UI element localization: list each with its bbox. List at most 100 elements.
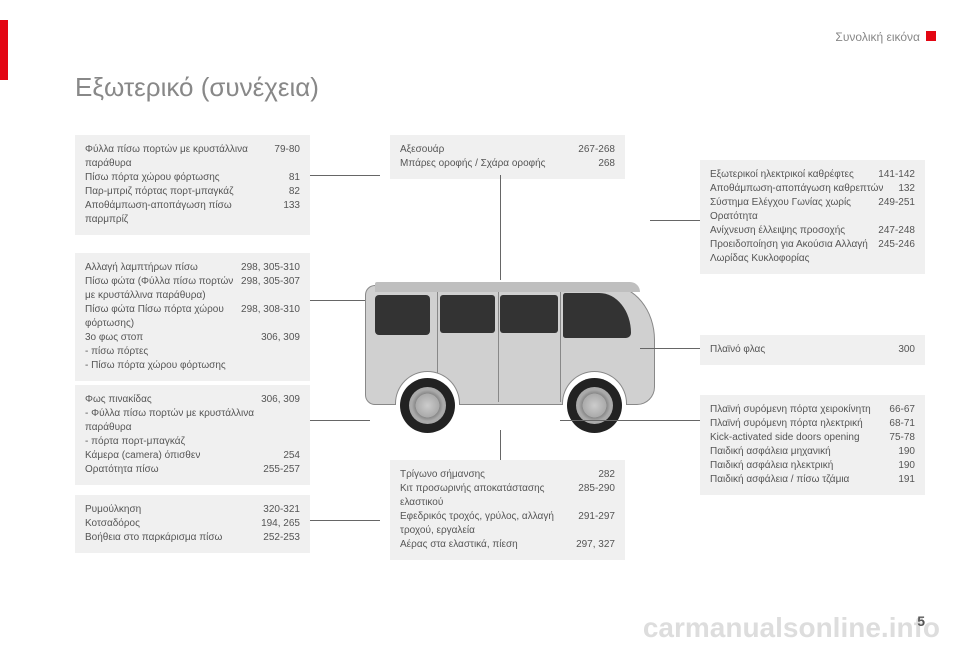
index-pages: 66-67 <box>889 403 915 417</box>
index-label: Παιδική ασφάλεια μηχανική <box>710 445 898 459</box>
callout-line <box>640 348 700 349</box>
index-row: Πλαϊνή συρόμενη πόρτα ηλεκτρική68-71 <box>710 417 915 431</box>
index-row: Φύλλα πίσω πορτών με κρυστάλλινα παράθυρ… <box>85 143 300 171</box>
index-row: Παιδική ασφάλεια ηλεκτρική190 <box>710 459 915 473</box>
index-row: Τρίγωνο σήμανσης282 <box>400 468 615 482</box>
index-label: Κάμερα (camera) όπισθεν <box>85 449 283 463</box>
index-pages: 82 <box>289 185 300 199</box>
index-row: Πλαϊνή συρόμενη πόρτα χειροκίνητη66-67 <box>710 403 915 417</box>
index-label: Παιδική ασφάλεια ηλεκτρική <box>710 459 898 473</box>
box-sliding-doors: Πλαϊνή συρόμενη πόρτα χειροκίνητη66-67Πλ… <box>700 395 925 495</box>
index-pages: 282 <box>598 468 615 482</box>
index-pages: 298, 305-307 <box>241 275 300 289</box>
index-row: Κοτσαδόρος194, 265 <box>85 517 300 531</box>
index-pages: 320-321 <box>263 503 300 517</box>
watermark: carmanualsonline.info <box>643 612 940 644</box>
box-tires: Τρίγωνο σήμανσης282Κιτ προσωρινής αποκατ… <box>390 460 625 560</box>
index-row: Παρ-μπριζ πόρτας πορτ-μπαγκάζ82 <box>85 185 300 199</box>
index-pages: 194, 265 <box>261 517 300 531</box>
box-accessories: Αξεσουάρ267-268Μπάρες οροφής / Σχάρα ορο… <box>390 135 625 179</box>
index-row: Προειδοποίηση για Ακούσια Αλλαγή Λωρίδας… <box>710 238 915 266</box>
index-label: Παιδική ασφάλεια / πίσω τζάμια <box>710 473 898 487</box>
index-pages: 247-248 <box>878 224 915 238</box>
index-label: Πλαϊνό φλας <box>710 343 898 357</box>
callout-line <box>310 175 380 176</box>
index-label: Αέρας στα ελαστικά, πίεση <box>400 538 576 552</box>
index-row: Φως πινακίδας306, 309 <box>85 393 300 407</box>
index-row: - Φύλλα πίσω πορτών με κρυστάλλινα παράθ… <box>85 407 300 435</box>
index-pages: 291-297 <box>578 510 615 524</box>
index-pages: 306, 309 <box>261 331 300 345</box>
index-row: Αποθάμπωση-αποπάγωση πίσω παρμπρίζ133 <box>85 199 300 227</box>
index-pages: 249-251 <box>878 196 915 210</box>
index-pages: 298, 308-310 <box>241 303 300 317</box>
index-row: - πόρτα πορτ-μπαγκάζ <box>85 435 300 449</box>
index-row: Αποθάμπωση-αποπάγωση καθρεπτών132 <box>710 182 915 196</box>
callout-line <box>500 430 501 460</box>
index-pages: 268 <box>598 157 615 171</box>
callout-line <box>560 420 700 421</box>
index-label: Σύστημα Ελέγχου Γωνίας χωρίς Ορατότητα <box>710 196 878 224</box>
box-mirrors: Εξωτερικοί ηλεκτρικοί καθρέφτες141-142Απ… <box>700 160 925 274</box>
index-label: Ορατότητα πίσω <box>85 463 263 477</box>
index-pages: 132 <box>898 182 915 196</box>
index-row: Ανίχνευση έλλειψης προσοχής247-248 <box>710 224 915 238</box>
index-row: Πίσω φώτα (Φύλλα πίσω πορτών με κρυστάλλ… <box>85 275 300 303</box>
index-label: - πόρτα πορτ-μπαγκάζ <box>85 435 300 449</box>
index-row: Αξεσουάρ267-268 <box>400 143 615 157</box>
index-label: Πλαϊνή συρόμενη πόρτα ηλεκτρική <box>710 417 889 431</box>
callout-line <box>500 175 501 280</box>
index-label: Αποθάμπωση-αποπάγωση καθρεπτών <box>710 182 898 196</box>
callout-line <box>650 220 700 221</box>
index-label: Πλαϊνή συρόμενη πόρτα χειροκίνητη <box>710 403 889 417</box>
index-label: Κιτ προσωρινής αποκατάστασης ελαστικού <box>400 482 578 510</box>
index-pages: 79-80 <box>274 143 300 157</box>
index-row: Ρυμούλκηση320-321 <box>85 503 300 517</box>
index-row: Πλαϊνό φλας300 <box>710 343 915 357</box>
index-row: Αέρας στα ελαστικά, πίεση297, 327 <box>400 538 615 552</box>
index-pages: 245-246 <box>878 238 915 252</box>
index-row: 3ο φως στοπ306, 309 <box>85 331 300 345</box>
index-row: Ορατότητα πίσω255-257 <box>85 463 300 477</box>
index-pages: 190 <box>898 445 915 459</box>
index-label: 3ο φως στοπ <box>85 331 261 345</box>
index-pages: 300 <box>898 343 915 357</box>
index-row: Kick-activated side doors opening75-78 <box>710 431 915 445</box>
index-label: - πίσω πόρτες <box>85 345 300 359</box>
index-label: Τρίγωνο σήμανσης <box>400 468 598 482</box>
index-label: Κοτσαδόρος <box>85 517 261 531</box>
index-row: Κάμερα (camera) όπισθεν254 <box>85 449 300 463</box>
callout-line <box>310 420 370 421</box>
index-row: Εξωτερικοί ηλεκτρικοί καθρέφτες141-142 <box>710 168 915 182</box>
section-header: Συνολική εικόνα <box>835 30 920 44</box>
index-label: Φως πινακίδας <box>85 393 261 407</box>
index-pages: 298, 305-310 <box>241 261 300 275</box>
index-label: Πίσω φώτα (Φύλλα πίσω πορτών με κρυστάλλ… <box>85 275 241 303</box>
index-pages: 297, 327 <box>576 538 615 552</box>
index-label: Kick-activated side doors opening <box>710 431 889 445</box>
index-pages: 81 <box>289 171 300 185</box>
index-label: Μπάρες οροφής / Σχάρα οροφής <box>400 157 598 171</box>
callout-line <box>310 300 365 301</box>
index-label: Παρ-μπριζ πόρτας πορτ-μπαγκάζ <box>85 185 289 199</box>
index-pages: 141-142 <box>878 168 915 182</box>
accent-bar <box>0 20 8 80</box>
index-row: Κιτ προσωρινής αποκατάστασης ελαστικού28… <box>400 482 615 510</box>
index-pages: 75-78 <box>889 431 915 445</box>
index-label: Εφεδρικός τροχός, γρύλος, αλλαγή τροχού,… <box>400 510 578 538</box>
index-label: Πίσω πόρτα χώρου φόρτωσης <box>85 171 289 185</box>
index-row: Σύστημα Ελέγχου Γωνίας χωρίς Ορατότητα24… <box>710 196 915 224</box>
index-label: Φύλλα πίσω πορτών με κρυστάλλινα παράθυρ… <box>85 143 274 171</box>
index-label: - Πίσω πόρτα χώρου φόρτωσης <box>85 359 300 373</box>
index-label: Βοήθεια στο παρκάρισμα πίσω <box>85 531 263 545</box>
index-row: Πίσω πόρτα χώρου φόρτωσης81 <box>85 171 300 185</box>
index-label: Πίσω φώτα Πίσω πόρτα χώρου φόρτωσης) <box>85 303 241 331</box>
index-row: - Πίσω πόρτα χώρου φόρτωσης <box>85 359 300 373</box>
index-row: Παιδική ασφάλεια / πίσω τζάμια191 <box>710 473 915 487</box>
vehicle-illustration <box>350 260 670 445</box>
index-label: Αξεσουάρ <box>400 143 578 157</box>
index-row: Εφεδρικός τροχός, γρύλος, αλλαγή τροχού,… <box>400 510 615 538</box>
index-pages: 306, 309 <box>261 393 300 407</box>
index-pages: 191 <box>898 473 915 487</box>
index-row: Μπάρες οροφής / Σχάρα οροφής268 <box>400 157 615 171</box>
